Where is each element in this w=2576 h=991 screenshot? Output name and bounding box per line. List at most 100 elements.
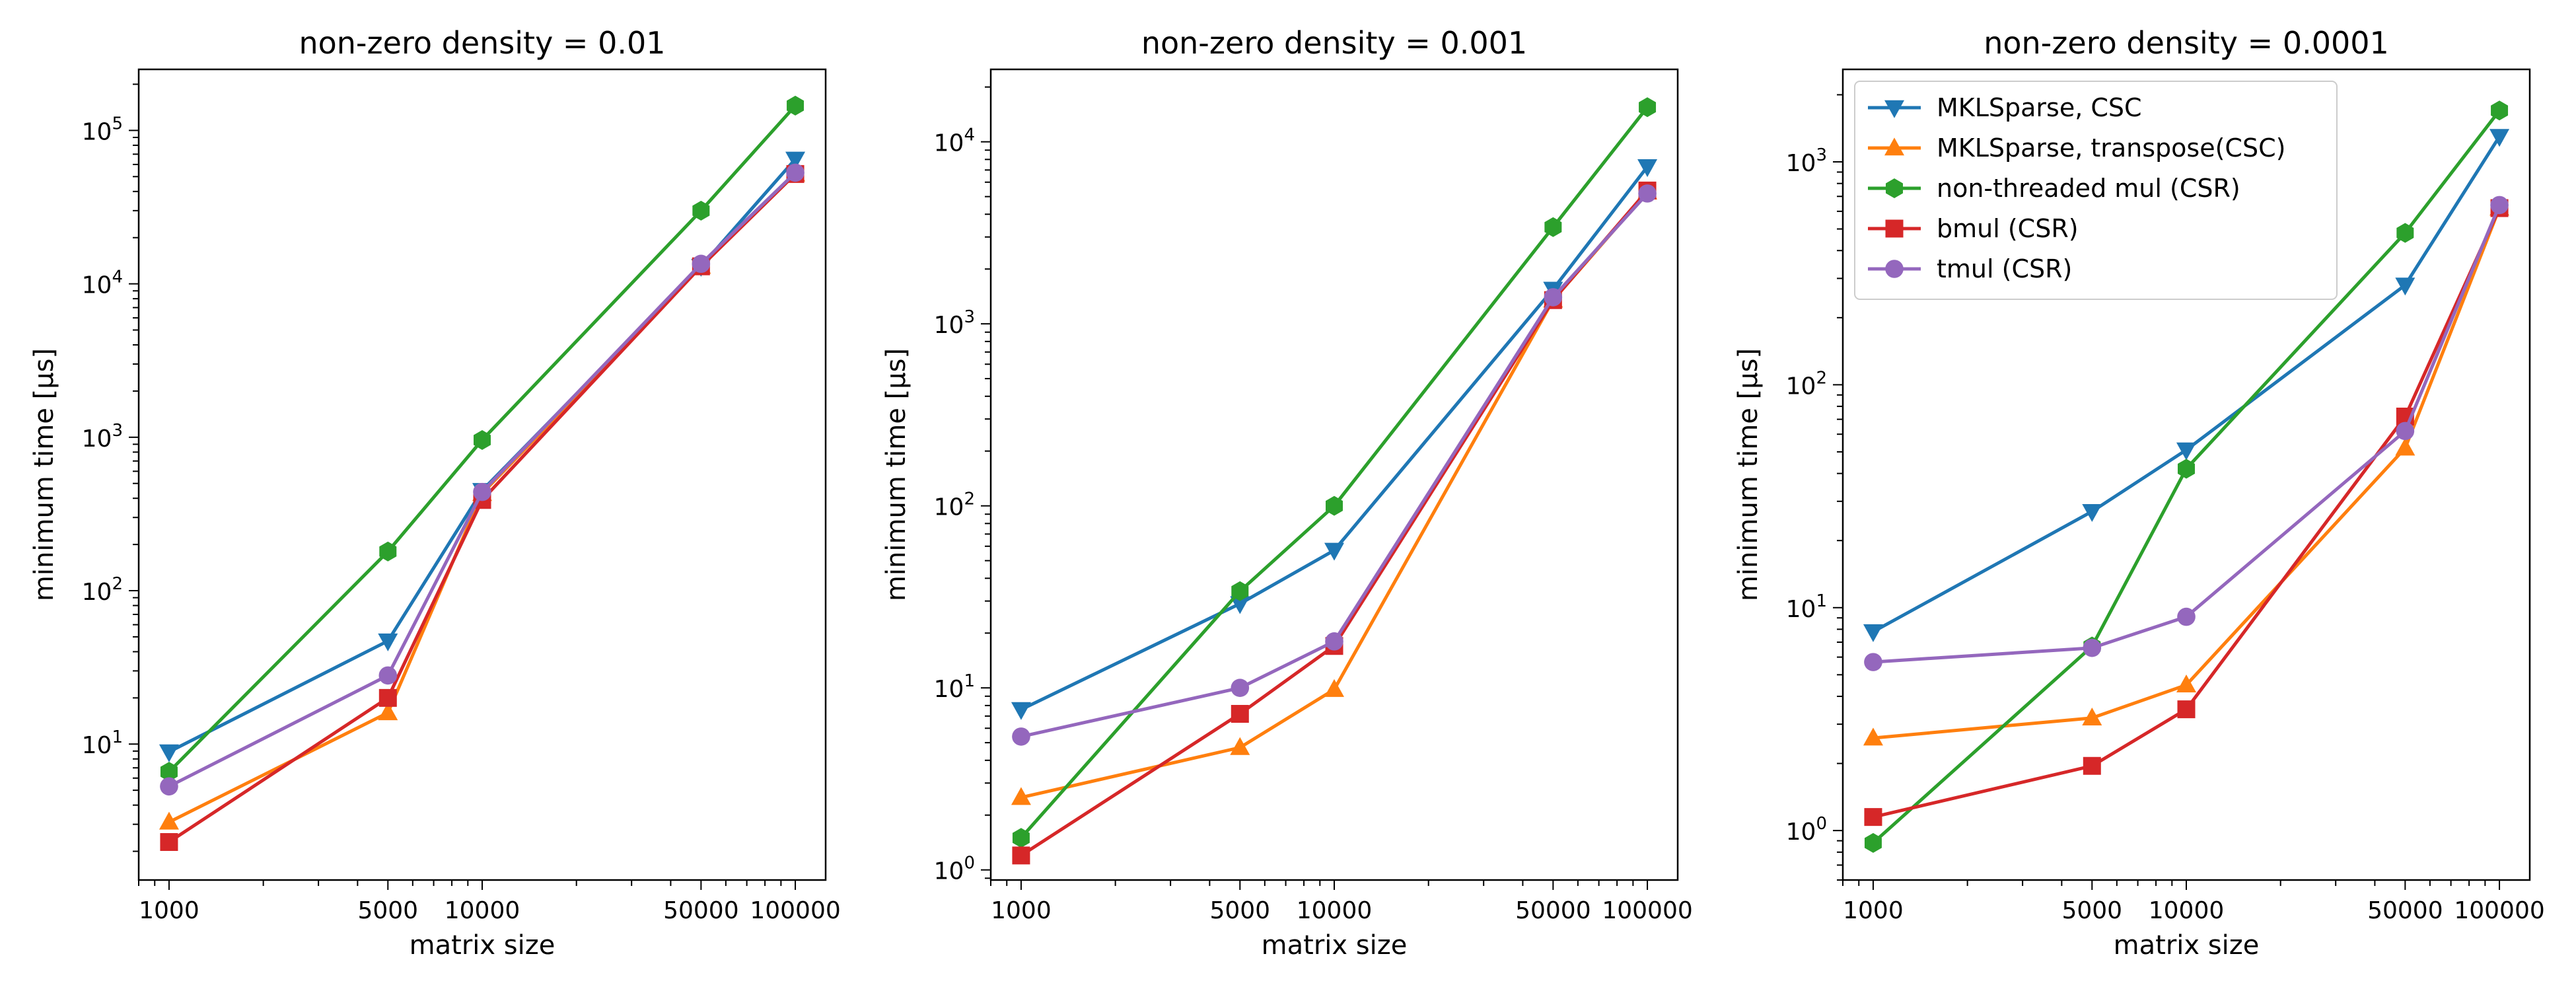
legend-box — [1854, 81, 2338, 300]
data-point — [378, 633, 398, 651]
data-point — [160, 832, 178, 851]
y-tick-label: 103 — [82, 421, 123, 453]
x-tick-label: 5000 — [357, 897, 418, 924]
data-point — [1326, 495, 1343, 516]
data-point — [1012, 727, 1030, 746]
y-tick-label: 101 — [82, 727, 123, 759]
data-point — [160, 777, 178, 796]
data-point — [473, 482, 491, 501]
data-point — [1011, 787, 1031, 805]
y-tick-label: 102 — [934, 490, 975, 521]
data-point — [2176, 442, 2196, 460]
data-point — [160, 762, 178, 782]
data-point — [2083, 756, 2101, 775]
data-point — [2395, 277, 2415, 296]
data-point — [1324, 679, 1344, 697]
x-tick-label: 5000 — [2061, 897, 2122, 924]
data-point — [1863, 624, 1883, 642]
data-point — [1863, 727, 1883, 746]
data-point — [474, 429, 491, 450]
x-axis-label: matrix size — [2114, 930, 2260, 961]
x-tick-label: 1000 — [1843, 897, 1904, 924]
data-point — [2395, 437, 2415, 456]
legend-marker — [1885, 219, 1904, 238]
series-line-3 — [1020, 106, 1649, 839]
data-point — [378, 688, 397, 707]
x-tick-label: 50000 — [663, 897, 739, 924]
data-point — [2082, 707, 2102, 725]
y-tick-label: 101 — [1786, 591, 1827, 623]
data-point — [692, 254, 711, 274]
series-line-5 — [1020, 192, 1649, 739]
data-point — [2491, 100, 2509, 121]
series-line-1 — [168, 158, 797, 754]
data-point — [1637, 159, 1658, 178]
chart-title: non-zero density = 0.01 — [299, 25, 665, 61]
chart-title: non-zero density = 0.001 — [1141, 25, 1527, 61]
chart-panel-3: 1000 5000 10000 50000 100000 100 101 102 103 non-… — [1733, 25, 2545, 961]
x-tick-label: 100000 — [750, 897, 840, 924]
legend-marker — [1884, 100, 1904, 118]
legend-entry-label: bmul (CSR) — [1937, 214, 2079, 243]
data-point — [1325, 632, 1343, 651]
data-point — [2082, 503, 2102, 522]
data-point — [2177, 607, 2196, 626]
data-point — [1231, 679, 1250, 697]
data-point — [1230, 596, 1250, 614]
plot-frame — [1842, 68, 2531, 881]
data-point — [1231, 581, 1249, 601]
data-point — [2396, 422, 2415, 441]
data-point — [1324, 542, 1344, 561]
y-axis-label: minimum time [µs] — [1733, 348, 1764, 601]
x-tick-label: 100000 — [2454, 897, 2544, 924]
data-point — [785, 151, 806, 170]
data-point — [1864, 653, 1882, 671]
y-tick-label: 103 — [934, 307, 975, 339]
legend-entry-label: non-threaded mul (CSR) — [1937, 174, 2240, 203]
x-tick-label: 50000 — [2367, 897, 2443, 924]
x-tick-label: 100000 — [1602, 897, 1692, 924]
x-tick-label: 10000 — [445, 897, 520, 924]
data-point — [1639, 97, 1657, 118]
x-axis-label: matrix size — [1262, 930, 1408, 961]
legend-entry-label: MKLSparse, transpose(CSC) — [1937, 133, 2285, 163]
data-point — [1230, 737, 1250, 755]
y-tick-label: 100 — [1786, 814, 1827, 846]
y-tick-label: 103 — [1786, 145, 1827, 177]
legend-entry-label: MKLSparse, CSC — [1937, 93, 2142, 122]
plot-frame — [989, 68, 1679, 881]
data-point — [1012, 846, 1030, 865]
x-tick-label: 5000 — [1209, 897, 1270, 924]
chart-panel-1: 1000 5000 10000 50000 100000 101 102 103 104 105 n… — [29, 25, 841, 961]
data-point — [378, 666, 398, 685]
legend-entry-label: tmul (CSR) — [1937, 254, 2072, 283]
data-point — [1544, 217, 1562, 237]
data-point — [1231, 704, 1249, 723]
legend-marker — [1884, 137, 1904, 156]
y-tick-label: 102 — [82, 574, 123, 606]
x-tick-label: 10000 — [1297, 897, 1373, 924]
data-point — [1638, 184, 1657, 203]
y-tick-label: 101 — [934, 671, 975, 703]
data-point — [2396, 223, 2414, 243]
legend: MKLSparse, CSC MKLSparse, transpose(CSC) n… — [1854, 81, 2338, 300]
data-point — [787, 95, 805, 116]
data-point — [2083, 638, 2102, 657]
plot-frame — [137, 68, 827, 881]
data-point — [1864, 808, 1882, 826]
y-axis-label: minimum time [µs] — [881, 348, 912, 601]
x-axis-label: matrix size — [410, 930, 555, 961]
data-point — [1012, 828, 1030, 848]
x-tick-label: 1000 — [139, 897, 199, 924]
y-axis-label: minimum time [µs] — [29, 348, 59, 601]
data-point — [2177, 700, 2196, 719]
data-point — [1864, 832, 1882, 853]
data-point — [378, 702, 398, 721]
chart-panel-2: 1000 5000 10000 50000 100000 100 101 102 103 104 n… — [881, 25, 1693, 961]
y-tick-label: 102 — [1786, 368, 1827, 400]
x-tick-label: 1000 — [991, 897, 1052, 924]
data-point — [1544, 288, 1563, 307]
y-tick-label: 104 — [934, 126, 975, 157]
data-point — [2490, 196, 2509, 215]
